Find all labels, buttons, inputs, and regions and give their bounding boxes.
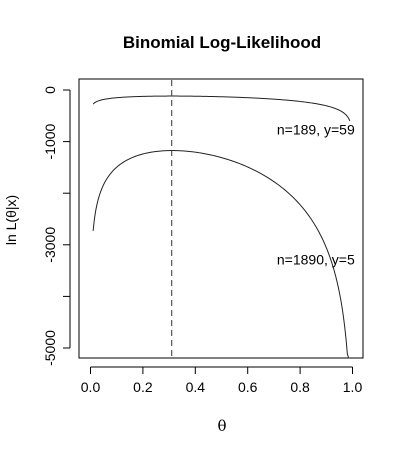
annotation-layer: n=189, y=59 n=1890, y=5 [277, 121, 355, 267]
y-axis: 0 -1000 -3000 -5000 [42, 86, 71, 366]
y-tick-label: 0 [42, 86, 58, 94]
x-axis-label: θ [217, 417, 226, 435]
x-tick-label: 1.0 [343, 379, 363, 395]
series-line [92, 95, 351, 122]
series-line [92, 150, 350, 359]
x-tick-label: 0.2 [133, 379, 153, 395]
y-tick-label: -1000 [42, 123, 58, 159]
y-tick-label: -5000 [42, 330, 58, 366]
x-tick-label: 0.6 [238, 379, 258, 395]
x-tick-label: 0.4 [186, 379, 206, 395]
x-tick-label: 0.8 [290, 379, 310, 395]
annotation-label: n=189, y=59 [277, 121, 355, 137]
y-tick-label: -3000 [42, 227, 58, 263]
x-tick-label: 0.0 [81, 379, 101, 395]
plot-frame [78, 78, 364, 359]
y-axis-label: ln L(θ|x) [3, 195, 19, 245]
annotation-label: n=1890, y=5 [277, 251, 355, 267]
x-axis: 0.0 0.2 0.4 0.6 0.8 1.0 [81, 366, 363, 395]
chart-title: Binomial Log-Likelihood [123, 33, 321, 52]
series-layer [92, 80, 351, 359]
